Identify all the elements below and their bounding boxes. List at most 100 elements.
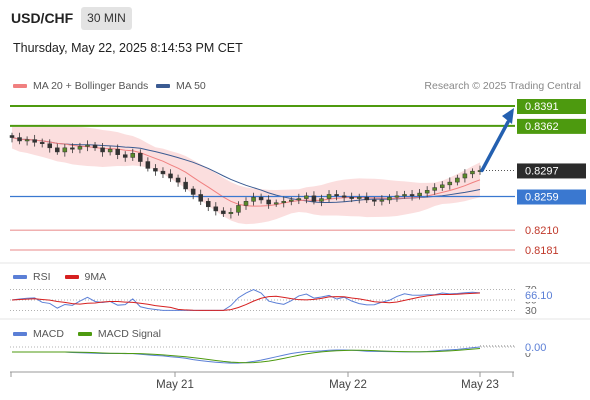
- macd-legend: MACD MACD Signal: [13, 328, 175, 340]
- candle-body: [206, 201, 211, 208]
- candle-body: [122, 154, 128, 158]
- x-axis-tick-label: May 21: [156, 379, 194, 391]
- candle-body: [417, 192, 422, 197]
- datetime-label: Thursday, May 22, 2025 8:14:53 PM CET: [13, 41, 243, 55]
- macd-swatch: [13, 332, 27, 336]
- candle-body: [92, 144, 98, 149]
- rsi-legend: RSI 9MA: [13, 271, 120, 283]
- candle-body: [55, 147, 60, 153]
- candle-body: [228, 212, 234, 214]
- candle-body: [424, 190, 430, 194]
- candle-body: [258, 196, 264, 201]
- candlesticks: [9, 132, 483, 219]
- candle-body: [462, 173, 468, 179]
- candle-body: [455, 177, 460, 183]
- candle-body: [213, 206, 219, 212]
- candle-body: [183, 181, 188, 190]
- candle-body: [236, 205, 241, 213]
- candle-body: [175, 177, 181, 183]
- macd-value-bg: [517, 340, 553, 353]
- candle-body: [364, 196, 370, 201]
- x-axis-tick-label: May 22: [329, 379, 367, 391]
- candle-body: [296, 198, 302, 201]
- candle-body: [77, 146, 83, 150]
- candle-body: [85, 144, 90, 147]
- candle-body: [138, 153, 143, 162]
- candle-body: [387, 196, 392, 201]
- rsi-legend-label: RSI: [33, 271, 51, 283]
- chart-header: USD/CHF 30 MIN Thursday, May 22, 2025 8:…: [0, 0, 590, 70]
- resistance-price-tag: [517, 118, 586, 134]
- candle-body: [24, 139, 30, 142]
- ma50-swatch: [156, 84, 170, 88]
- macd-tick-label: 0: [525, 348, 531, 360]
- x-axis-tick-label: May 23: [461, 379, 499, 391]
- candle-body: [402, 194, 407, 197]
- candle-body: [221, 210, 226, 214]
- resistance-price-label: 0.8362: [525, 121, 559, 133]
- support-price-label: 0.8210: [525, 225, 559, 237]
- macd-panel: 00.00: [10, 340, 553, 364]
- macd-signal-swatch: [77, 332, 92, 336]
- candle-body: [372, 199, 377, 202]
- rsi-swatch: [13, 275, 27, 279]
- candle-body: [341, 195, 347, 198]
- macd-line: [12, 346, 481, 364]
- candle-body: [266, 199, 271, 205]
- candle-body: [273, 202, 279, 205]
- candle-body: [115, 148, 120, 155]
- candle-body: [447, 181, 453, 186]
- rsi-tick-label: 30: [525, 305, 537, 317]
- ma20-legend-label: MA 20 + Bollinger Bands: [33, 80, 149, 92]
- candle-body: [334, 194, 339, 197]
- candle-body: [289, 199, 294, 202]
- rsi-line: [11, 289, 481, 311]
- candle-body: [470, 170, 475, 175]
- macd-signal-legend-label: MACD Signal: [97, 328, 161, 340]
- candle-body: [32, 139, 37, 143]
- forecast-arrow-head: [502, 108, 514, 124]
- rsi-ma-legend-label: 9MA: [84, 271, 107, 283]
- rsi-value-bg: [517, 289, 557, 302]
- resistance-price-tag: [517, 99, 586, 114]
- candle-body: [160, 170, 166, 175]
- credit-text: Research © 2025 Trading Central: [424, 80, 581, 92]
- ma50-legend: MA 50: [156, 80, 206, 92]
- candle-body: [319, 198, 324, 202]
- macd-legend-label: MACD: [33, 328, 64, 340]
- support-price-label: 0.8181: [525, 245, 559, 257]
- rsi-panel: 70503066.10: [10, 284, 557, 317]
- candle-body: [311, 195, 317, 202]
- candle-body: [326, 194, 332, 199]
- last-price-label: 0.8297: [525, 165, 559, 177]
- forecast-arrow: [480, 108, 514, 173]
- price-levels: 0.8391 0.8362 0.8297 0.8259 0.8210 0.8181: [10, 99, 586, 257]
- pivot-price-label: 0.8259: [525, 192, 559, 204]
- macd-signal-line: [12, 348, 481, 364]
- candle-body: [153, 168, 158, 172]
- candle-body: [168, 173, 173, 179]
- ma20-legend: MA 20 + Bollinger Bands: [13, 80, 148, 92]
- candle-body: [409, 194, 415, 197]
- ma50-legend-label: MA 50: [176, 80, 206, 92]
- ma20-swatch: [13, 84, 27, 88]
- candle-body: [100, 147, 105, 153]
- candle-body: [356, 196, 362, 199]
- candle-body: [70, 147, 75, 150]
- candle-body: [62, 147, 68, 153]
- candle-body: [394, 195, 400, 198]
- timeframe-badge[interactable]: 30 MIN: [81, 7, 132, 30]
- rsi-value-label: 66.10: [525, 290, 553, 302]
- candle-body: [107, 148, 113, 153]
- last-price-tag: [517, 163, 586, 179]
- macd-value-label: 0.00: [525, 342, 546, 354]
- candle-body: [379, 199, 385, 202]
- candle-body: [130, 153, 136, 158]
- candle-body: [39, 142, 45, 144]
- candle-body: [9, 135, 15, 138]
- candle-body: [432, 187, 437, 191]
- candle-body: [198, 194, 203, 202]
- candle-body: [251, 196, 256, 202]
- candle-body: [17, 137, 22, 142]
